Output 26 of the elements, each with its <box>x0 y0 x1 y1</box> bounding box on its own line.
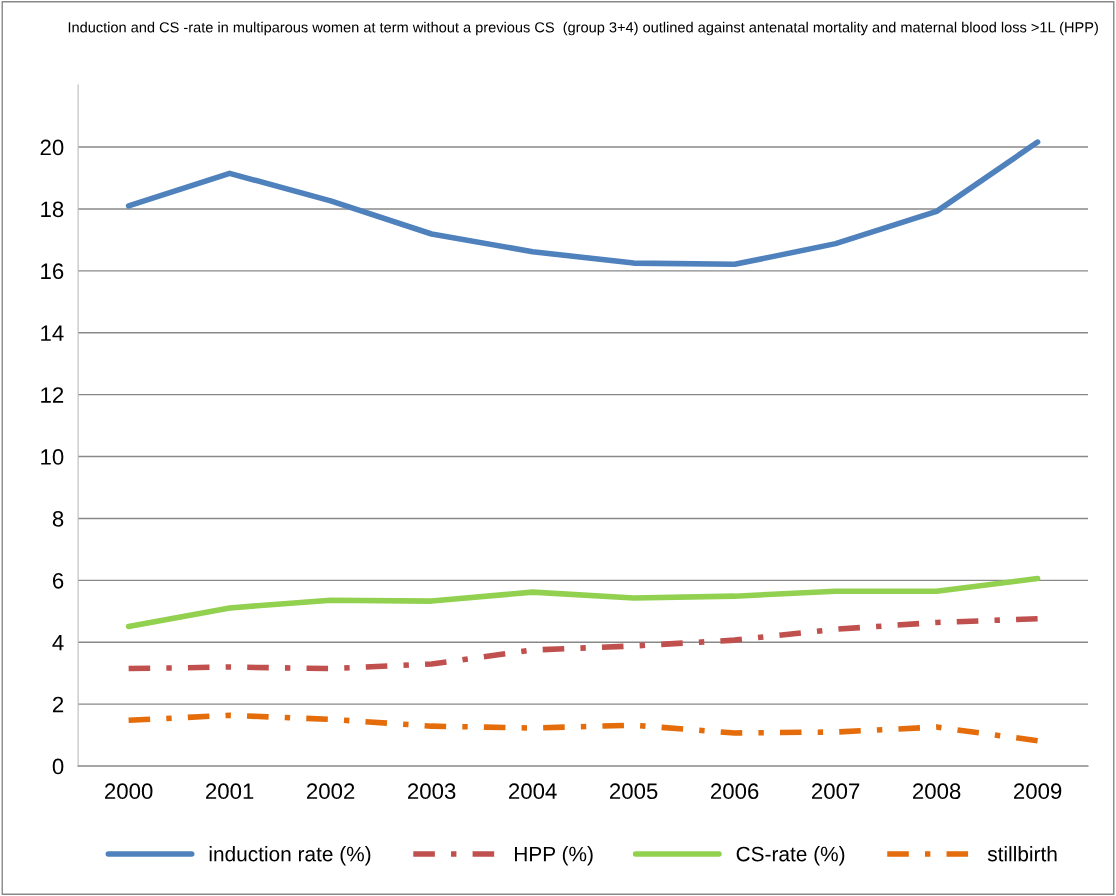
y-tick-label: 12 <box>41 387 64 403</box>
chart-title: Induction and CS -rate in multiparous women at term without a previous CS (group 3+4) outlined against antenatal mortality and maternal blood loss >1L (HPP) <box>68 21 1098 36</box>
y-tick-label: 14 <box>41 325 64 341</box>
x-tick-label: 2007 <box>812 783 860 800</box>
legend-label: induction rate (%) <box>209 846 371 866</box>
x-tick-label: 2001 <box>206 783 254 800</box>
legend-label: HPP (%) <box>515 846 593 866</box>
y-tick-label: 6 <box>53 572 64 589</box>
legend-label: CS-rate (%) <box>736 846 845 866</box>
y-tick-label: 2 <box>52 696 64 713</box>
x-tick-label: 2004 <box>509 783 557 800</box>
y-tick-label: 0 <box>52 758 64 775</box>
x-tick-label: 2006 <box>711 783 759 800</box>
y-tick-label: 4 <box>52 635 64 651</box>
y-tick-label: 10 <box>41 449 64 465</box>
legend-label: stillbirth <box>987 846 1057 862</box>
y-tick-label: 16 <box>41 263 64 280</box>
x-tick-label: 2002 <box>307 783 355 800</box>
x-tick-label: 2005 <box>610 783 658 800</box>
x-tick-label: 2003 <box>408 783 456 800</box>
x-tick-label: 2008 <box>913 783 961 800</box>
x-tick-label: 2000 <box>105 783 153 800</box>
y-tick-label: 18 <box>41 201 64 218</box>
y-tick-label: 20 <box>40 139 64 156</box>
y-tick-label: 8 <box>52 510 64 527</box>
x-tick-label: 2009 <box>1014 783 1062 800</box>
